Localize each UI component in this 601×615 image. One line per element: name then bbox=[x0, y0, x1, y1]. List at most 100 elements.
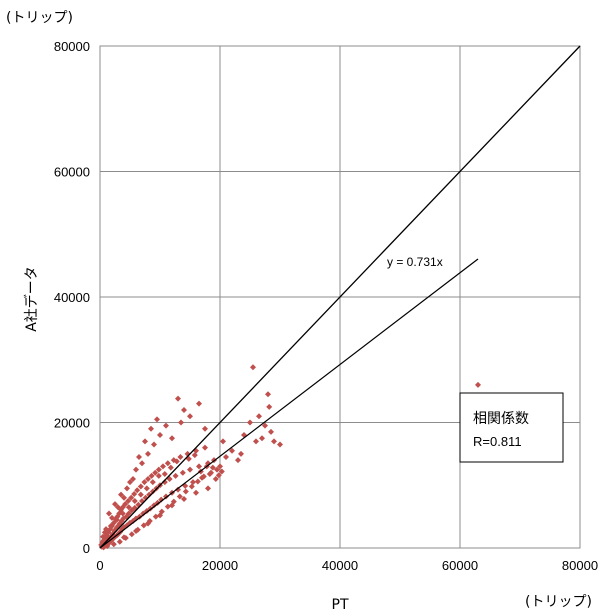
x-tick-label: 40000 bbox=[322, 558, 358, 573]
data-point bbox=[235, 457, 241, 464]
data-point bbox=[277, 441, 283, 448]
data-point bbox=[145, 450, 151, 457]
data-point bbox=[160, 463, 166, 470]
x-tick-label: 60000 bbox=[442, 558, 478, 573]
data-point bbox=[125, 504, 132, 511]
data-point bbox=[176, 493, 183, 500]
stats-box bbox=[459, 392, 564, 463]
data-point bbox=[175, 486, 181, 493]
data-point bbox=[137, 483, 144, 490]
data-point bbox=[110, 541, 117, 548]
data-point bbox=[169, 435, 175, 442]
plot-frame bbox=[99, 45, 581, 549]
data-point bbox=[155, 466, 162, 473]
data-point bbox=[209, 464, 216, 471]
data-point bbox=[116, 538, 123, 545]
data-point bbox=[104, 543, 111, 550]
data-point bbox=[140, 522, 147, 529]
data-point bbox=[112, 501, 118, 508]
data-point bbox=[163, 422, 169, 429]
data-point bbox=[187, 466, 193, 473]
data-point bbox=[106, 510, 112, 517]
data-point bbox=[181, 496, 187, 503]
data-point bbox=[206, 470, 213, 477]
data-point bbox=[121, 494, 127, 501]
data-point bbox=[202, 425, 208, 432]
data-point bbox=[196, 400, 202, 407]
data-point bbox=[140, 510, 147, 517]
data-point bbox=[266, 403, 273, 410]
data-points bbox=[98, 364, 481, 551]
x-tick-label: 0 bbox=[96, 558, 103, 573]
data-point bbox=[155, 472, 162, 479]
data-point bbox=[187, 413, 193, 420]
data-point bbox=[151, 502, 157, 509]
data-point bbox=[200, 473, 207, 480]
data-point bbox=[115, 504, 121, 511]
data-point bbox=[101, 529, 108, 536]
data-point bbox=[202, 444, 208, 451]
y-axis-title: A社データ bbox=[23, 266, 40, 332]
x-tick-label: 80000 bbox=[562, 558, 598, 573]
data-point bbox=[218, 468, 225, 475]
data-point bbox=[214, 466, 220, 473]
x-unit-label: (トリップ) bbox=[525, 594, 592, 610]
data-point bbox=[169, 502, 175, 509]
data-point bbox=[134, 487, 141, 494]
data-point bbox=[238, 450, 244, 457]
stats-box-value: R=0.811 bbox=[473, 434, 522, 449]
data-point bbox=[188, 483, 195, 490]
data-point bbox=[152, 469, 159, 476]
data-point bbox=[250, 364, 256, 371]
data-point bbox=[149, 479, 156, 486]
data-point bbox=[128, 531, 135, 538]
data-point bbox=[154, 499, 161, 506]
data-point bbox=[124, 485, 130, 492]
data-point bbox=[125, 497, 132, 504]
y-tick-label: 0 bbox=[83, 541, 90, 556]
data-point bbox=[241, 432, 247, 439]
data-point bbox=[141, 479, 148, 486]
data-point bbox=[223, 454, 229, 461]
y-unit-label: (トリップ) bbox=[6, 10, 73, 26]
data-point bbox=[161, 470, 168, 477]
y-tick-label: 40000 bbox=[54, 290, 90, 305]
data-point bbox=[175, 395, 181, 402]
data-point bbox=[212, 475, 219, 482]
x-tick-label: 20000 bbox=[202, 558, 238, 573]
data-point bbox=[253, 438, 259, 445]
data-point bbox=[143, 485, 150, 492]
data-point bbox=[121, 534, 127, 541]
data-point bbox=[148, 425, 154, 432]
data-point bbox=[178, 419, 184, 426]
data-point bbox=[172, 472, 179, 479]
data-point bbox=[131, 491, 138, 498]
data-point bbox=[118, 491, 124, 498]
data-point bbox=[194, 478, 201, 485]
data-point bbox=[217, 463, 223, 470]
data-point bbox=[125, 510, 132, 517]
data-point bbox=[205, 485, 211, 492]
data-point bbox=[247, 419, 253, 426]
data-point bbox=[151, 441, 157, 448]
data-point bbox=[193, 447, 199, 454]
data-point bbox=[107, 523, 114, 530]
stats-box-title: 相関係数 bbox=[473, 411, 529, 427]
data-point bbox=[146, 491, 153, 498]
data-point bbox=[148, 472, 155, 479]
data-point bbox=[229, 447, 235, 454]
data-point bbox=[136, 454, 142, 461]
y-tick-label: 60000 bbox=[54, 165, 90, 180]
data-point bbox=[220, 438, 226, 445]
data-point bbox=[143, 507, 150, 514]
data-point bbox=[127, 479, 133, 486]
data-point bbox=[158, 496, 165, 503]
data-point bbox=[182, 488, 189, 495]
data-point bbox=[128, 494, 135, 501]
data-point bbox=[265, 391, 271, 398]
data-point bbox=[181, 406, 187, 413]
data-point bbox=[475, 381, 481, 388]
data-point bbox=[271, 438, 277, 445]
data-point bbox=[177, 454, 184, 461]
